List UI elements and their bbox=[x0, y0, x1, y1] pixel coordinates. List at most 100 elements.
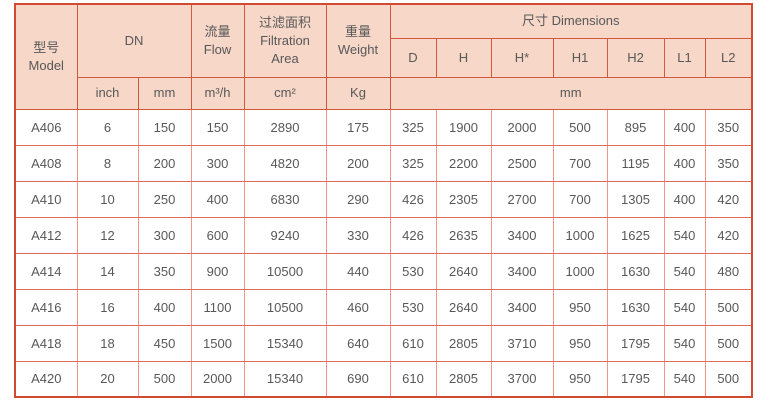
cell-dn-inch: 20 bbox=[76, 360, 139, 398]
col-header-dim-l2: L2 bbox=[704, 37, 753, 78]
cell-dim-h1: 950 bbox=[552, 324, 608, 362]
cell-weight: 330 bbox=[325, 216, 391, 254]
cell-dim-d: 610 bbox=[389, 360, 437, 398]
cell-dim-h1: 500 bbox=[552, 108, 608, 146]
col-header-filtration-area: 过滤面积 Filtration Area bbox=[243, 3, 327, 78]
col-header-filtration-en2: Area bbox=[271, 50, 299, 66]
cell-dn-mm: 250 bbox=[137, 180, 192, 218]
unit-weight: Kg bbox=[325, 76, 391, 110]
col-header-dim-h2: H2 bbox=[606, 37, 665, 78]
cell-dim-h2: 1795 bbox=[606, 360, 665, 398]
cell-dn-inch: 18 bbox=[76, 324, 139, 362]
cell-model: A410 bbox=[14, 180, 78, 218]
cell-dim-l2: 420 bbox=[704, 180, 753, 218]
cell-dim-d: 325 bbox=[389, 144, 437, 182]
cell-dim-h1: 950 bbox=[552, 288, 608, 326]
cell-dim-l1: 400 bbox=[663, 144, 706, 182]
cell-dim-h-star: 3400 bbox=[490, 252, 554, 290]
cell-weight: 175 bbox=[325, 108, 391, 146]
cell-flow: 150 bbox=[190, 108, 245, 146]
table-row: A418 18 450 1500 15340 640 610 2805 3710 950 1795 5… bbox=[14, 324, 753, 362]
cell-weight: 290 bbox=[325, 180, 391, 218]
cell-dn-mm: 450 bbox=[137, 324, 192, 362]
cell-dim-l1: 540 bbox=[663, 288, 706, 326]
cell-model: A420 bbox=[14, 360, 78, 398]
unit-filtration-area: cm² bbox=[243, 76, 327, 110]
cell-dn-inch: 12 bbox=[76, 216, 139, 254]
cell-dim-l1: 400 bbox=[663, 180, 706, 218]
cell-weight: 640 bbox=[325, 324, 391, 362]
col-header-dim-l1: L1 bbox=[663, 37, 706, 78]
cell-flow: 1500 bbox=[190, 324, 245, 362]
cell-filtration-area: 4820 bbox=[243, 144, 327, 182]
cell-model: A408 bbox=[14, 144, 78, 182]
col-header-dim-h1: H1 bbox=[552, 37, 608, 78]
cell-filtration-area: 15340 bbox=[243, 360, 327, 398]
cell-flow: 900 bbox=[190, 252, 245, 290]
header-row-units: inch mm m³/h cm² Kg mm bbox=[15, 76, 753, 110]
cell-dim-h-star: 2700 bbox=[490, 180, 554, 218]
cell-filtration-area: 6830 bbox=[243, 180, 327, 218]
cell-dn-mm: 350 bbox=[137, 252, 192, 290]
cell-dim-l2: 420 bbox=[704, 216, 753, 254]
cell-dim-h: 2305 bbox=[435, 180, 492, 218]
col-header-model-cn: 型号 bbox=[33, 40, 60, 56]
table-row: A408 8 200 300 4820 200 325 2200 2500 700 1195 400 3… bbox=[14, 144, 753, 182]
table-row: A406 6 150 150 2890 175 325 1900 2000 500 895 400 35… bbox=[14, 108, 753, 146]
col-header-dn: DN bbox=[76, 3, 192, 78]
col-header-filtration-cn: 过滤面积 bbox=[258, 15, 311, 31]
cell-model: A406 bbox=[14, 108, 78, 146]
cell-dim-d: 530 bbox=[389, 288, 437, 326]
table-row: A412 12 300 600 9240 330 426 2635 3400 1000 1625 54… bbox=[14, 216, 753, 254]
cell-weight: 460 bbox=[325, 288, 391, 326]
unit-dn-mm: mm bbox=[137, 76, 192, 110]
cell-dim-d: 325 bbox=[389, 108, 437, 146]
cell-dn-mm: 200 bbox=[137, 144, 192, 182]
cell-dim-h-star: 3400 bbox=[490, 216, 554, 254]
header-row-2: D H H* H1 H2 L1 L2 bbox=[15, 37, 753, 78]
table-header: 型号 Model DN 流量 Flow 过滤面积 Filtration Area… bbox=[14, 3, 753, 110]
cell-dim-h: 2635 bbox=[435, 216, 492, 254]
cell-dim-h: 2640 bbox=[435, 252, 492, 290]
cell-dim-l2: 350 bbox=[704, 144, 753, 182]
cell-flow: 400 bbox=[190, 180, 245, 218]
cell-weight: 200 bbox=[325, 144, 391, 182]
cell-dim-l2: 500 bbox=[704, 324, 753, 362]
cell-dim-l1: 400 bbox=[663, 108, 706, 146]
cell-filtration-area: 9240 bbox=[243, 216, 327, 254]
cell-filtration-area: 2890 bbox=[243, 108, 327, 146]
col-header-flow-cn: 流量 bbox=[204, 24, 231, 40]
cell-model: A414 bbox=[14, 252, 78, 290]
cell-dim-d: 426 bbox=[389, 216, 437, 254]
cell-dn-mm: 400 bbox=[137, 288, 192, 326]
cell-dim-h: 2200 bbox=[435, 144, 492, 182]
col-header-dimensions: 尺寸 Dimensions bbox=[389, 3, 753, 39]
cell-dn-inch: 6 bbox=[76, 108, 139, 146]
cell-dim-d: 426 bbox=[389, 180, 437, 218]
cell-filtration-area: 10500 bbox=[243, 288, 327, 326]
cell-flow: 2000 bbox=[190, 360, 245, 398]
cell-model: A418 bbox=[14, 324, 78, 362]
col-header-filtration-en1: Filtration bbox=[260, 32, 310, 48]
table-row: A410 10 250 400 6830 290 426 2305 2700 700 1305 400… bbox=[14, 180, 753, 218]
cell-dim-l2: 500 bbox=[704, 288, 753, 326]
cell-dim-h-star: 2500 bbox=[490, 144, 554, 182]
cell-dn-inch: 14 bbox=[76, 252, 139, 290]
cell-dim-h2: 1305 bbox=[606, 180, 665, 218]
cell-flow: 300 bbox=[190, 144, 245, 182]
cell-dim-h2: 1630 bbox=[606, 288, 665, 326]
table-row: A420 20 500 2000 15340 690 610 2805 3700 950 1795 5… bbox=[14, 360, 753, 398]
cell-model: A412 bbox=[14, 216, 78, 254]
table-row: A416 16 400 1100 10500 460 530 2640 3400 950 1630 5… bbox=[14, 288, 753, 326]
cell-dim-h: 2805 bbox=[435, 324, 492, 362]
cell-dim-l2: 350 bbox=[704, 108, 753, 146]
cell-dim-h1: 1000 bbox=[552, 216, 608, 254]
cell-dim-h-star: 3710 bbox=[490, 324, 554, 362]
cell-dim-h2: 895 bbox=[606, 108, 665, 146]
col-header-dim-h: H bbox=[435, 37, 492, 78]
col-header-model-en: Model bbox=[28, 57, 64, 73]
cell-dim-h-star: 2000 bbox=[490, 108, 554, 146]
cell-dim-h1: 950 bbox=[552, 360, 608, 398]
cell-flow: 600 bbox=[190, 216, 245, 254]
unit-dimensions: mm bbox=[389, 76, 753, 110]
